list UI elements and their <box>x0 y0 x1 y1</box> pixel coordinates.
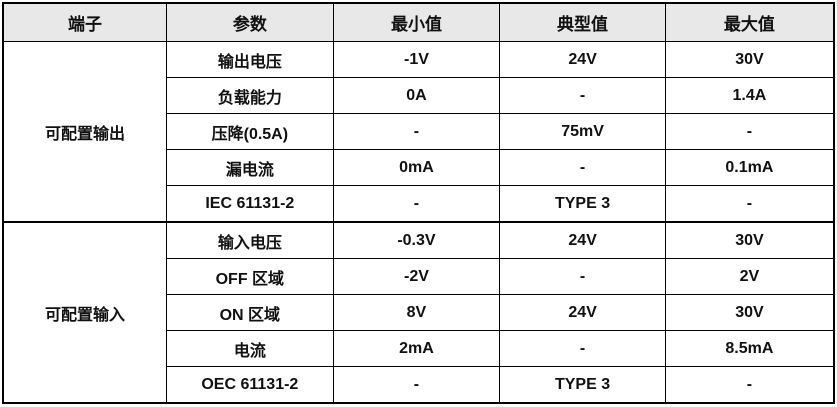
value-cell: 2V <box>664 258 835 295</box>
parameter-cell: 输入电压 <box>166 221 334 259</box>
value-cell: - <box>664 366 835 404</box>
value-cell: - <box>664 185 835 223</box>
parameter-cell: ON 区域 <box>166 294 334 331</box>
value-cell: 75mV <box>499 113 666 150</box>
table-row: 可配置输出 输出电压 -1V 24V 30V <box>2 41 835 223</box>
parameter-cell: IEC 61131-2 <box>166 185 334 223</box>
value-cell: 8.5mA <box>664 330 835 367</box>
value-cell: 30V <box>664 294 835 331</box>
group-name-cell: 可配置输入 <box>2 221 168 404</box>
parameter-cell: 漏电流 <box>166 149 334 186</box>
parameter-cell: 负载能力 <box>166 77 334 114</box>
value-cell: TYPE 3 <box>499 185 666 223</box>
value-cell: 2mA <box>332 330 501 367</box>
column-header: 最小值 <box>332 2 501 42</box>
table-row: OEC 61131-2- TYPE 3- <box>3 366 835 404</box>
value-cell: 0A <box>332 77 501 114</box>
value-cell: - <box>332 366 501 404</box>
column-header: 端子 <box>2 2 168 42</box>
column-header: 参数 <box>166 2 334 42</box>
value-cell: -1V <box>332 41 501 78</box>
value-cell: - <box>499 258 666 295</box>
value-cell: - <box>332 185 501 223</box>
value-cell: - <box>499 77 666 114</box>
value-cell: 0mA <box>332 149 501 186</box>
column-header: 最大值 <box>664 2 835 42</box>
value-cell: 30V <box>664 221 835 259</box>
table-row: IEC 61131-2- TYPE 3- <box>3 185 835 223</box>
value-cell: 8V <box>332 294 501 331</box>
value-cell: - <box>664 113 835 150</box>
value-cell: 24V <box>499 41 666 78</box>
parameter-cell: OFF 区域 <box>166 258 334 295</box>
table-row: 漏电流 0mA -0.1mA <box>3 149 835 186</box>
table-row: 可配置输入 输入电压 -0.3V 24V 30V <box>2 221 835 404</box>
value-cell: 24V <box>499 294 666 331</box>
value-cell: 24V <box>499 221 666 259</box>
value-cell: - <box>332 113 501 150</box>
parameter-cell: 电流 <box>166 330 334 367</box>
header-row: 端子 参数 最小值 典型值 最大值 <box>2 2 835 42</box>
parameter-cell: 压降(0.5A) <box>166 113 334 150</box>
table-row: 电流 2mA -8.5mA <box>3 330 835 367</box>
value-cell: 0.1mA <box>664 149 835 186</box>
value-cell: -2V <box>332 258 501 295</box>
value-cell: - <box>499 149 666 186</box>
group-name-cell: 可配置输出 <box>2 41 168 223</box>
value-cell: - <box>499 330 666 367</box>
table-row: 压降(0.5A) -75mV - <box>3 113 835 150</box>
parameter-cell: OEC 61131-2 <box>166 366 334 404</box>
value-cell: 30V <box>664 41 835 78</box>
value-cell: -0.3V <box>332 221 501 259</box>
value-cell: TYPE 3 <box>499 366 666 404</box>
parameter-cell: 输出电压 <box>166 41 334 78</box>
value-cell: 1.4A <box>664 77 835 114</box>
column-header: 典型值 <box>499 2 666 42</box>
